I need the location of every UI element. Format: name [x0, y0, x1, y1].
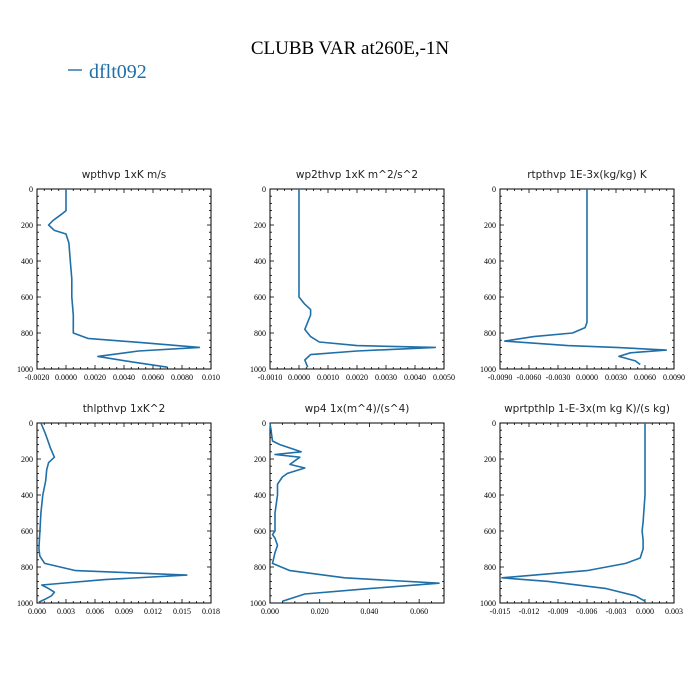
x-tick-label: 0.0050 — [433, 373, 455, 382]
x-tick-label: 0.0000 — [576, 373, 598, 382]
y-tick-label: 200 — [254, 221, 266, 230]
y-tick-label: 200 — [21, 455, 33, 464]
series-line-dflt092 — [47, 189, 201, 368]
y-tick-label: 1000 — [480, 365, 496, 374]
panel-title: wprtpthlp 1-E-3x(m kg K)/(s kg) — [504, 403, 670, 415]
x-tick-label: 0.0090 — [663, 373, 685, 382]
figure-title: CLUBB VAR at260E,-1N — [251, 38, 450, 59]
series-line-dflt092 — [269, 422, 440, 602]
x-tick-label: 0.0000 — [288, 373, 310, 382]
y-tick-label: 400 — [21, 257, 33, 266]
y-tick-label: 400 — [21, 491, 33, 500]
y-tick-label: 400 — [254, 491, 266, 500]
x-tick-label: -0.0090 — [488, 373, 513, 382]
y-tick-label: 600 — [484, 527, 496, 536]
y-tick-label: 600 — [484, 293, 496, 302]
panel-title: rtpthvp 1E-3x(kg/kg) K — [527, 169, 648, 181]
x-tick-label: 0.040 — [360, 607, 378, 616]
legend: dflt092 — [68, 61, 147, 83]
y-tick-label: 0 — [262, 419, 266, 428]
y-tick-label: 1000 — [17, 365, 33, 374]
series-line-dflt092 — [503, 189, 668, 366]
x-tick-label: -0.015 — [490, 607, 511, 616]
panel-6: wprtpthlp 1-E-3x(m kg K)/(s kg) 0 200 400 60… — [480, 403, 683, 616]
y-tick-label: 0 — [492, 185, 496, 194]
x-tick-label: 0.000 — [28, 607, 46, 616]
series-line-dflt092 — [501, 423, 646, 602]
y-tick-label: 400 — [484, 257, 496, 266]
plot-frame — [269, 188, 445, 370]
y-tick-label: 600 — [21, 527, 33, 536]
x-tick-label: 0.0080 — [171, 373, 193, 382]
x-tick-label: -0.009 — [548, 607, 569, 616]
x-tick-label: 0.000 — [261, 607, 279, 616]
y-tick-label: 800 — [21, 563, 33, 572]
y-tick-label: 600 — [21, 293, 33, 302]
x-tick-label: 0.0040 — [113, 373, 135, 382]
x-tick-label: -0.0060 — [517, 373, 542, 382]
x-tick-label: 0.020 — [311, 607, 329, 616]
y-tick-label: 200 — [484, 221, 496, 230]
x-tick-label: 0.0000 — [55, 373, 77, 382]
y-tick-label: 0 — [29, 419, 33, 428]
x-tick-label: 0.0030 — [605, 373, 627, 382]
x-tick-label: 0.0040 — [404, 373, 426, 382]
y-tick-label: 800 — [21, 329, 33, 338]
y-tick-label: 200 — [484, 455, 496, 464]
y-tick-label: 800 — [484, 563, 496, 572]
panel-2: wp2thvp 1xK m^2/s^2 0 200 400 600 800 1000-0.0… — [250, 169, 455, 382]
y-tick-label: 800 — [254, 329, 266, 338]
panel-1: wpthvp 1xK m/s 0 200 400 600 800 1000-0.0020 0.… — [17, 169, 220, 382]
x-tick-label: 0.0020 — [346, 373, 368, 382]
x-tick-label: 0.012 — [144, 607, 162, 616]
x-tick-label: 0.0030 — [375, 373, 397, 382]
x-tick-label: 0.0060 — [634, 373, 656, 382]
y-tick-label: 1000 — [250, 365, 266, 374]
y-tick-label: 0 — [492, 419, 496, 428]
y-tick-label: 600 — [254, 293, 266, 302]
x-tick-label: -0.0020 — [25, 373, 50, 382]
y-tick-label: 400 — [254, 257, 266, 266]
panel-title: wp4 1x(m^4)/(s^4) — [305, 403, 410, 415]
x-tick-label: 0.000 — [636, 607, 654, 616]
x-tick-label: 0.003 — [665, 607, 683, 616]
series-line-dflt092 — [38, 422, 188, 603]
x-tick-label: -0.012 — [519, 607, 540, 616]
x-tick-label: 0.0020 — [84, 373, 106, 382]
panel-title: wpthvp 1xK m/s — [82, 169, 167, 181]
y-tick-label: 1000 — [250, 599, 266, 608]
x-tick-label: 0.018 — [202, 607, 220, 616]
y-tick-label: 0 — [29, 185, 33, 194]
x-tick-label: -0.0010 — [258, 373, 283, 382]
x-tick-label: 0.0060 — [142, 373, 164, 382]
y-tick-label: 0 — [262, 185, 266, 194]
series-line-dflt092 — [298, 189, 437, 368]
y-tick-label: 400 — [484, 491, 496, 500]
x-tick-label: 0.003 — [57, 607, 75, 616]
y-tick-label: 200 — [21, 221, 33, 230]
x-tick-label: -0.0030 — [546, 373, 571, 382]
x-tick-label: -0.003 — [606, 607, 627, 616]
x-tick-label: 0.006 — [86, 607, 104, 616]
legend-label: dflt092 — [89, 61, 147, 83]
y-tick-label: 600 — [254, 527, 266, 536]
y-tick-label: 800 — [484, 329, 496, 338]
x-tick-label: 0.010 — [202, 373, 220, 382]
y-tick-label: 1000 — [480, 599, 496, 608]
y-tick-label: 800 — [254, 563, 266, 572]
y-tick-label: 200 — [254, 455, 266, 464]
y-tick-label: 1000 — [17, 599, 33, 608]
x-tick-label: 0.015 — [173, 607, 191, 616]
x-tick-label: 0.009 — [115, 607, 133, 616]
panel-title: thlpthvp 1xK^2 — [83, 403, 166, 415]
panel-3: rtpthvp 1E-3x(kg/kg) K02004006008001000-… — [480, 169, 685, 382]
x-tick-label: -0.006 — [577, 607, 598, 616]
x-tick-label: 0.060 — [410, 607, 428, 616]
x-tick-label: 0.0010 — [317, 373, 339, 382]
panel-title: wp2thvp 1xK m^2/s^2 — [296, 169, 418, 181]
